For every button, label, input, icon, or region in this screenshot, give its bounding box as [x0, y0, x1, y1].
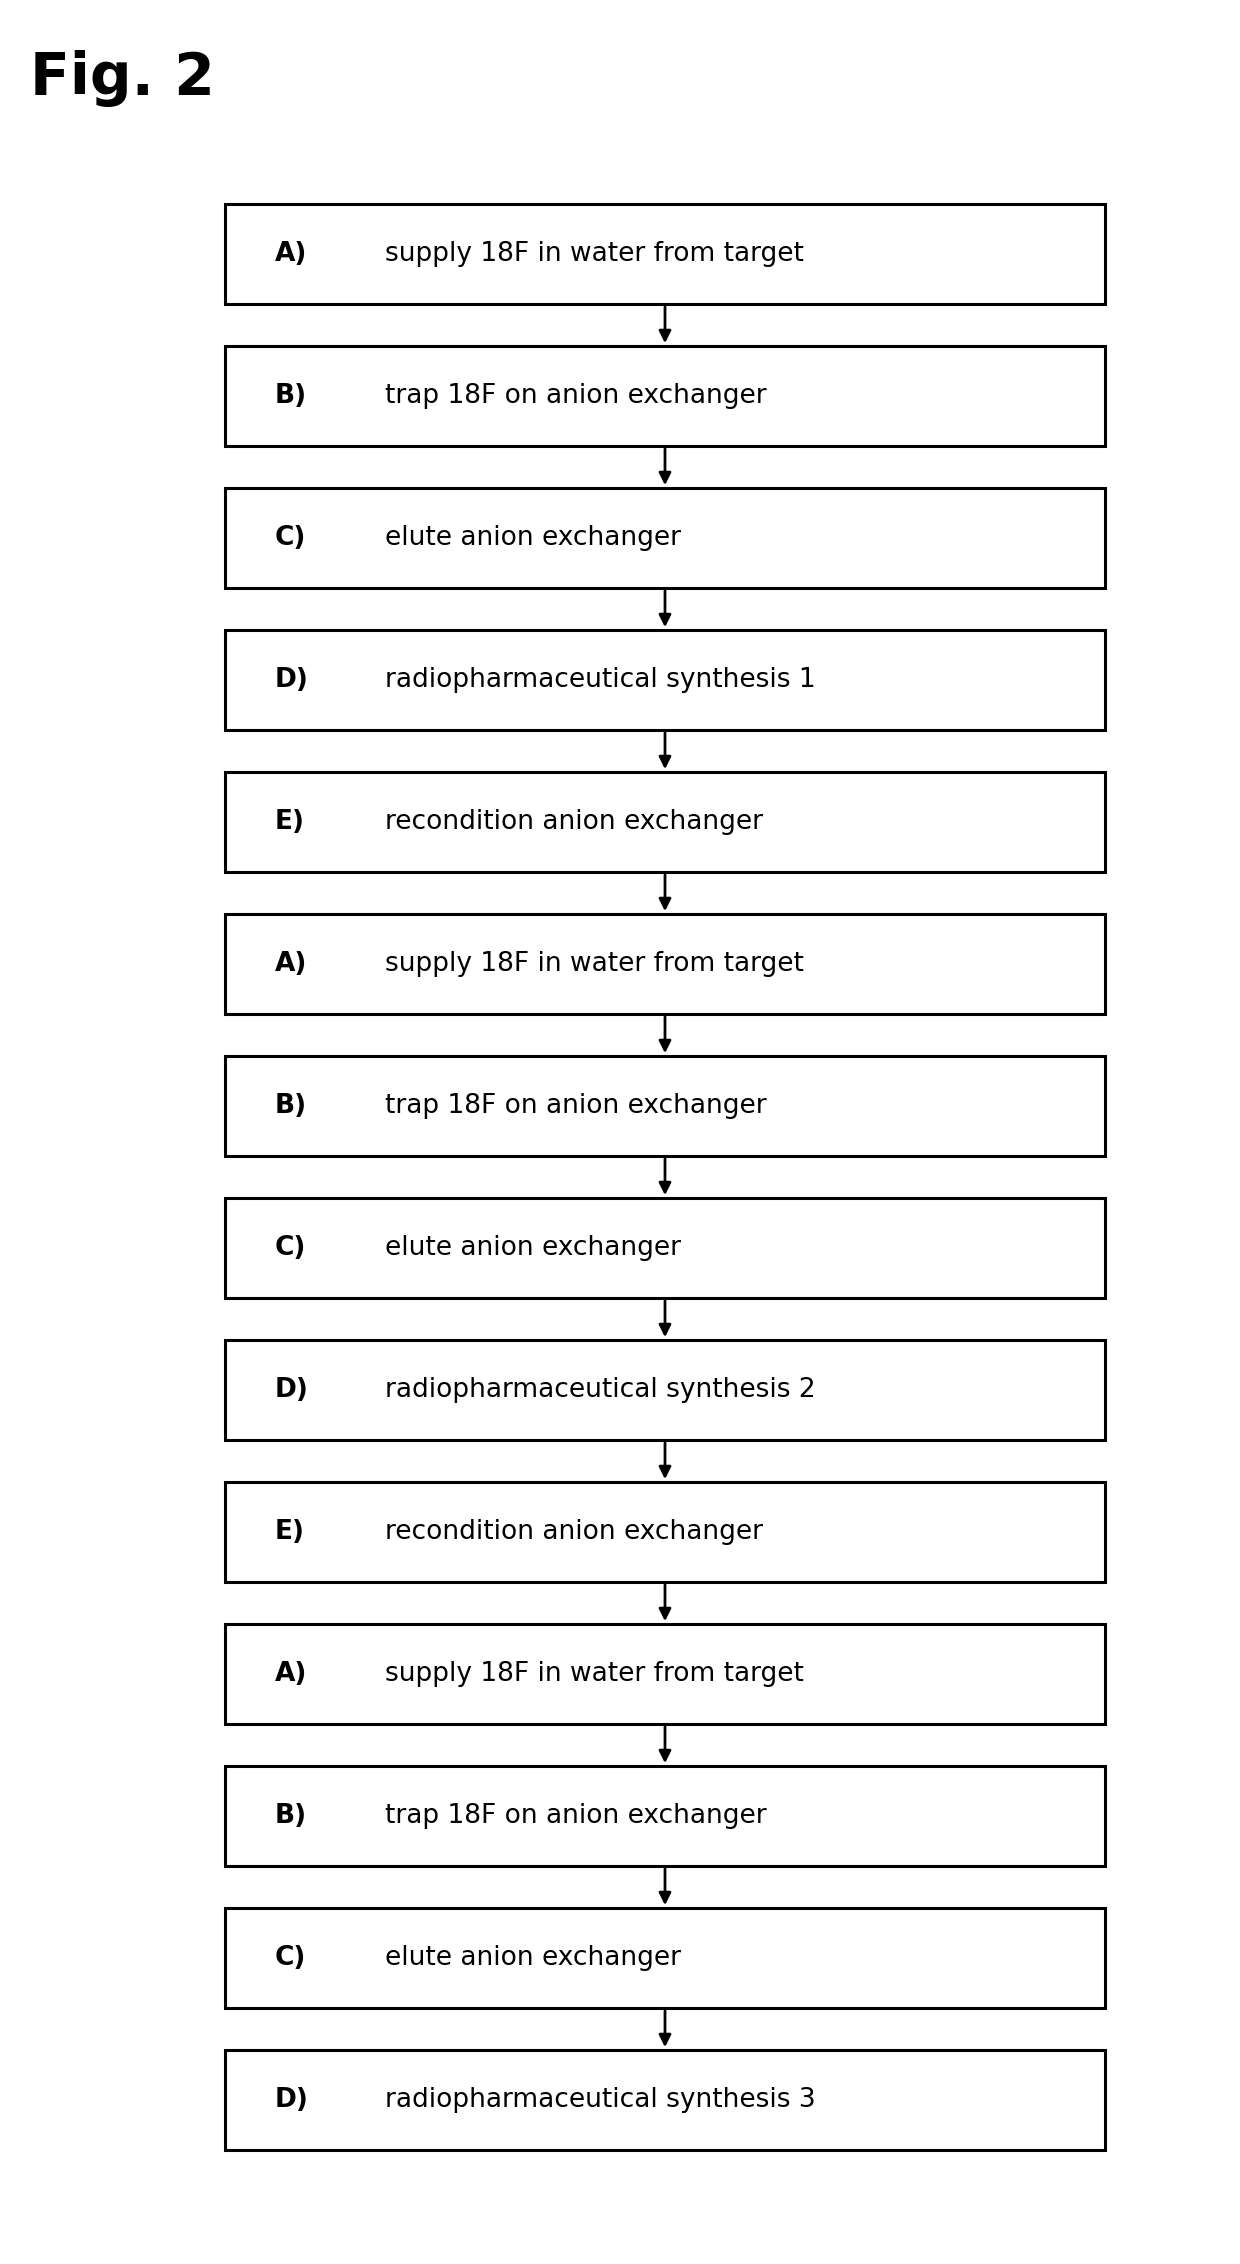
Bar — [224, 489, 1105, 589]
Text: radiopharmaceutical synthesis 1: radiopharmaceutical synthesis 1 — [384, 668, 816, 693]
Text: B): B) — [275, 1802, 308, 1829]
Bar — [224, 915, 1105, 1014]
Text: C): C) — [275, 525, 306, 550]
Text: C): C) — [275, 1234, 306, 1261]
Bar — [224, 772, 1105, 872]
Bar — [224, 204, 1105, 303]
Bar — [224, 1623, 1105, 1723]
Text: B): B) — [275, 1094, 308, 1118]
Text: A): A) — [275, 240, 308, 267]
Bar — [224, 1198, 1105, 1297]
Bar — [224, 1055, 1105, 1157]
Text: C): C) — [275, 1945, 306, 1972]
Text: E): E) — [275, 1519, 305, 1544]
Bar — [224, 346, 1105, 446]
Text: radiopharmaceutical synthesis 2: radiopharmaceutical synthesis 2 — [384, 1377, 816, 1404]
Text: elute anion exchanger: elute anion exchanger — [384, 1234, 681, 1261]
Text: supply 18F in water from target: supply 18F in water from target — [384, 1662, 804, 1687]
Text: recondition anion exchanger: recondition anion exchanger — [384, 808, 763, 835]
Text: E): E) — [275, 808, 305, 835]
Bar — [224, 1340, 1105, 1440]
Bar — [224, 629, 1105, 729]
Text: D): D) — [275, 2087, 309, 2112]
Text: trap 18F on anion exchanger: trap 18F on anion exchanger — [384, 1094, 766, 1118]
Text: supply 18F in water from target: supply 18F in water from target — [384, 951, 804, 978]
Text: elute anion exchanger: elute anion exchanger — [384, 1945, 681, 1972]
Text: recondition anion exchanger: recondition anion exchanger — [384, 1519, 763, 1544]
Text: A): A) — [275, 951, 308, 978]
Text: trap 18F on anion exchanger: trap 18F on anion exchanger — [384, 1802, 766, 1829]
Bar — [224, 1909, 1105, 2008]
Text: D): D) — [275, 668, 309, 693]
Bar — [224, 1766, 1105, 1866]
Text: Fig. 2: Fig. 2 — [30, 50, 215, 106]
Text: A): A) — [275, 1662, 308, 1687]
Text: radiopharmaceutical synthesis 3: radiopharmaceutical synthesis 3 — [384, 2087, 816, 2112]
Bar — [224, 2049, 1105, 2151]
Bar — [224, 1483, 1105, 1583]
Text: elute anion exchanger: elute anion exchanger — [384, 525, 681, 550]
Text: B): B) — [275, 383, 308, 410]
Text: supply 18F in water from target: supply 18F in water from target — [384, 240, 804, 267]
Text: D): D) — [275, 1377, 309, 1404]
Text: trap 18F on anion exchanger: trap 18F on anion exchanger — [384, 383, 766, 410]
